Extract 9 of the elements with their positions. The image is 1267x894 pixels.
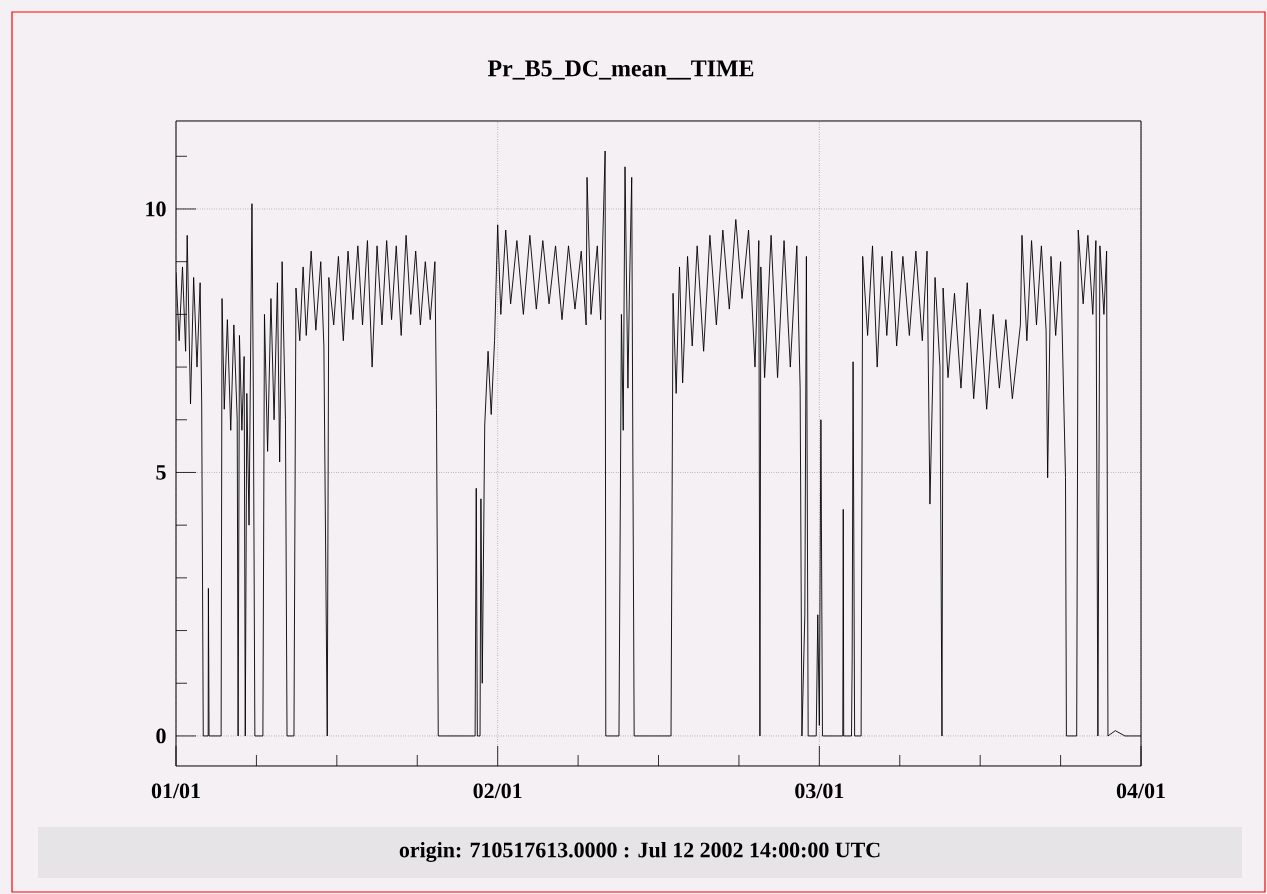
- text: origin: 710517613.0000 : Jul 12 2002 14:00:00 UTC: [399, 841, 880, 863]
- y-tick-label: 5: [156, 465, 166, 480]
- x-tick-label: 01/01: [151, 783, 200, 799]
- chart-title: Pr_B5_DC_mean__TIME: [487, 60, 754, 80]
- x-tick-label: 03/01: [795, 783, 844, 799]
- y-tick-label: 10: [146, 201, 166, 217]
- x-tick-label: 04/01: [1116, 783, 1165, 799]
- x-tick-label: 02/01: [473, 783, 522, 799]
- y-tick-label: 0: [156, 728, 166, 744]
